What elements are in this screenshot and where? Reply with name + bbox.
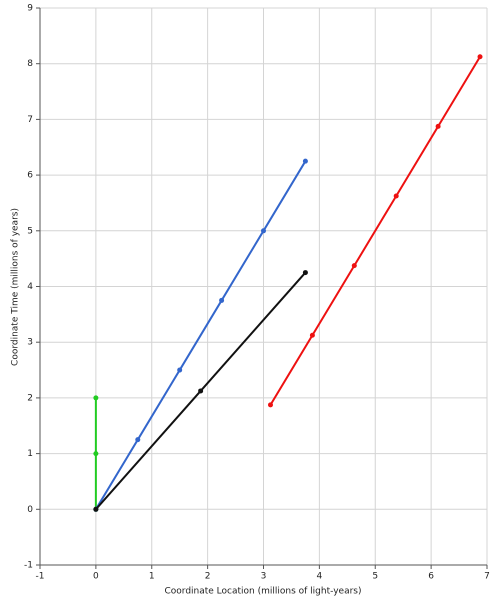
data-point [435, 123, 441, 129]
x-tick-label: 5 [372, 572, 378, 582]
x-axis-label: Coordinate Location (millions of light-y… [164, 587, 361, 597]
data-point [261, 228, 266, 234]
y-tick-label: 2 [27, 393, 33, 403]
y-tick-label: 5 [27, 226, 33, 236]
data-point [302, 270, 308, 276]
data-point [351, 263, 357, 269]
series-line [269, 56, 481, 406]
y-tick-label: 4 [27, 282, 33, 292]
data-point [302, 158, 308, 164]
data-point [135, 437, 141, 443]
series-line [95, 160, 307, 510]
x-tick-label: -1 [36, 572, 45, 582]
data-point [309, 332, 315, 338]
data-point [93, 506, 99, 512]
x-tick-label: 1 [149, 572, 155, 582]
y-tick-label: 3 [27, 338, 33, 348]
x-tick-label: 2 [205, 572, 211, 582]
data-point [219, 297, 225, 303]
x-tick-label: 3 [261, 572, 267, 582]
x-tick-label: 6 [428, 572, 434, 582]
x-tick-label: 0 [93, 572, 99, 582]
data-point [93, 451, 99, 457]
data-point [198, 388, 204, 394]
y-tick-label: 1 [27, 449, 33, 459]
x-tick-label: 4 [317, 572, 323, 582]
y-tick-label: 9 [27, 4, 33, 14]
y-tick-label: 8 [27, 59, 33, 69]
y-tick-label: 0 [27, 505, 33, 515]
data-point [267, 402, 273, 408]
data-point [93, 395, 99, 401]
x-tick-label: 7 [484, 572, 490, 582]
data-point [477, 54, 483, 60]
y-axis-label: Coordinate Time (millions of years) [11, 208, 21, 366]
y-tick-label: 6 [27, 171, 33, 181]
data-point [177, 367, 183, 373]
y-tick-label: -1 [24, 561, 33, 571]
y-tick-label: 7 [27, 115, 33, 125]
data-point [393, 193, 399, 199]
